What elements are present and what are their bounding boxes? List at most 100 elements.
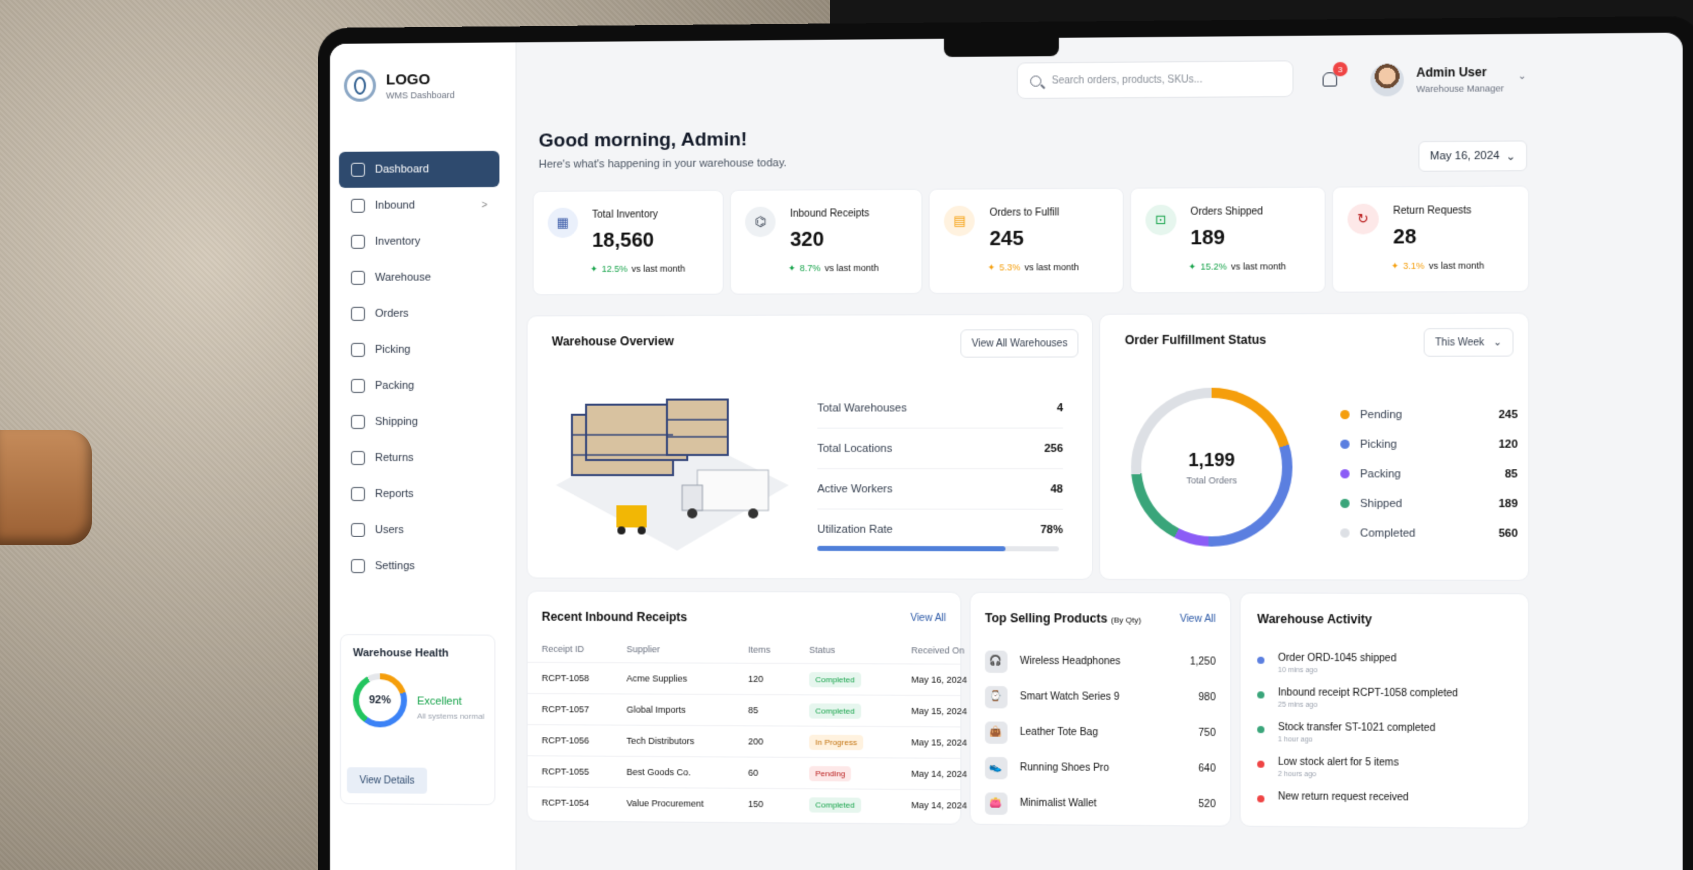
- stat-delta-suffix: vs last month: [1024, 262, 1079, 273]
- stat-label: Total Inventory: [592, 209, 658, 220]
- sidebar-item-inventory[interactable]: Inventory: [339, 223, 499, 260]
- stat-delta-value: 3.1%: [1403, 261, 1424, 272]
- stat-card[interactable]: ▤ Orders to Fulfill 245 ✦ 5.3% vs last month: [929, 188, 1123, 294]
- product-name: Minimalist Wallet: [1020, 798, 1097, 810]
- logo-icon: [344, 70, 376, 102]
- sidebar-item-picking[interactable]: Picking: [339, 332, 499, 368]
- laptop-frame: LOGO WMS Dashboard Dashboard Inbound > Inve…: [318, 16, 1693, 870]
- activity-item: Inbound receipt RCPT-1058 completed 25 mi…: [1257, 687, 1518, 723]
- column-header: Status: [809, 645, 911, 656]
- sidebar-item-warehouse[interactable]: Warehouse: [339, 259, 499, 296]
- box-icon: ▦: [548, 208, 578, 238]
- legend-label: Packing: [1360, 468, 1401, 480]
- table-cell: Best Goods Co.: [626, 767, 748, 778]
- user-name[interactable]: Admin User: [1416, 65, 1486, 80]
- stat-card[interactable]: ↻ Return Requests 28 ✦ 3.1% vs last month: [1332, 186, 1530, 293]
- table-cell: 85: [748, 705, 809, 715]
- sidebar-item-label: Picking: [375, 344, 411, 356]
- activity-dot-icon: [1257, 761, 1264, 768]
- stat-card[interactable]: ▦ Total Inventory 18,560 ✦ 12.5% vs last mont…: [533, 190, 724, 295]
- dashboard-icon: [351, 163, 365, 177]
- table-cell: RCPT-1058: [542, 673, 627, 683]
- period-select[interactable]: This Week ⌄: [1424, 328, 1514, 357]
- activity-text: Low stock alert for 5 items: [1278, 757, 1518, 770]
- view-all-products-link[interactable]: View All: [1180, 614, 1216, 625]
- top-products-list: 🎧 Wireless Headphones 1,250 ⌚ Smart Watch Se…: [971, 643, 1231, 822]
- product-row[interactable]: ⌚ Smart Watch Series 9 980: [971, 679, 1231, 716]
- sidebar-item-packing[interactable]: Packing: [339, 368, 499, 404]
- stat-value: 28: [1393, 226, 1416, 250]
- top-products-title: Top Selling Products (By Qty): [985, 611, 1141, 626]
- activity-dot-icon: [1257, 795, 1264, 802]
- stat-card[interactable]: ⊡ Orders Shipped 189 ✦ 15.2% vs last month: [1130, 187, 1326, 294]
- stat-card[interactable]: ⌬ Inbound Receipts 320 ✦ 8.7% vs last month: [730, 189, 923, 295]
- legend-dot: [1340, 410, 1349, 419]
- utilization-bar-fill: [817, 546, 1005, 551]
- sidebar-item-orders[interactable]: Orders: [339, 295, 499, 332]
- table-row[interactable]: RCPT-1055 Best Goods Co. 60 Pending May 14, …: [528, 755, 961, 789]
- activity-time: 10 mins ago: [1278, 667, 1518, 675]
- warehouse-icon: [351, 271, 365, 285]
- activity-item: Stock transfer ST-1021 completed 1 hour a…: [1257, 722, 1518, 758]
- legend-dot: [1340, 499, 1349, 508]
- product-name: Leather Tote Bag: [1020, 727, 1098, 739]
- period-select-value: This Week: [1435, 337, 1484, 348]
- page-subtitle: Here's what's happening in your warehous…: [539, 157, 787, 171]
- product-row[interactable]: 👟 Running Shoes Pro 640: [971, 750, 1231, 787]
- order-fulfillment-panel: Order Fulfillment Status This Week ⌄ 1,19…: [1099, 313, 1529, 581]
- warehouse-stat-label: Total Warehouses: [817, 402, 906, 414]
- brand-logo[interactable]: LOGO WMS Dashboard: [344, 69, 455, 102]
- product-row[interactable]: 👜 Leather Tote Bag 750: [971, 714, 1231, 751]
- warehouse-activity-panel: Warehouse Activity Order ORD-1045 shippe…: [1240, 592, 1530, 828]
- product-qty: 750: [1198, 728, 1215, 739]
- product-name: Smart Watch Series 9: [1020, 691, 1120, 703]
- clipboard-icon: ▤: [944, 206, 975, 237]
- search-input[interactable]: Search orders, products, SKUs...: [1052, 74, 1203, 86]
- product-qty: 980: [1198, 692, 1215, 703]
- table-row[interactable]: RCPT-1056 Tech Distributors 200 In Progress…: [528, 724, 961, 758]
- warehouse-activity-title: Warehouse Activity: [1257, 612, 1372, 627]
- sidebar-item-reports[interactable]: Reports: [339, 476, 499, 512]
- table-row[interactable]: RCPT-1054 Value Procurement 150 Completed Ma…: [528, 786, 961, 820]
- trend-up-icon: ✦: [987, 262, 995, 273]
- product-row[interactable]: 🎧 Wireless Headphones 1,250: [971, 643, 1231, 680]
- legend-value: 85: [1505, 468, 1518, 480]
- search-bar[interactable]: Search orders, products, SKUs...: [1017, 60, 1294, 99]
- warehouse-overview-title: Warehouse Overview: [552, 334, 674, 348]
- sidebar-item-settings[interactable]: Settings: [339, 548, 499, 584]
- view-all-receipts-link[interactable]: View All: [910, 613, 946, 624]
- chevron-down-icon[interactable]: ⌄: [1518, 71, 1527, 82]
- activity-dot-icon: [1257, 657, 1264, 664]
- stat-delta-value: 12.5%: [602, 264, 628, 275]
- avatar[interactable]: [1370, 64, 1403, 97]
- warehouse-stat-row: Total Warehouses 4: [817, 388, 1063, 429]
- activity-item: Order ORD-1045 shipped 10 mins ago: [1257, 653, 1518, 689]
- sidebar-item-dashboard[interactable]: Dashboard: [339, 151, 499, 188]
- notification-badge: 3: [1333, 62, 1348, 76]
- sidebar-item-inbound[interactable]: Inbound >: [339, 187, 499, 224]
- legend-dot: [1340, 469, 1349, 478]
- table-row[interactable]: RCPT-1057 Global Imports 85 Completed May 15…: [528, 693, 961, 726]
- column-header: Supplier: [626, 644, 748, 655]
- date-picker[interactable]: May 16, 2024 ⌄: [1418, 140, 1527, 171]
- product-row[interactable]: 👛 Minimalist Wallet 520: [971, 785, 1231, 822]
- view-details-button[interactable]: View Details: [347, 767, 427, 794]
- sidebar-item-users[interactable]: Users: [339, 512, 499, 548]
- return-icon: ↻: [1347, 204, 1378, 235]
- sidebar-item-label: Users: [375, 524, 404, 536]
- truck-icon: ⊡: [1145, 205, 1176, 236]
- table-row[interactable]: RCPT-1058 Acme Supplies 120 Completed May 16…: [528, 662, 961, 695]
- sidebar-item-returns[interactable]: Returns: [339, 440, 499, 476]
- user-role: Warehouse Manager: [1416, 83, 1503, 94]
- activity-text: Stock transfer ST-1021 completed: [1278, 722, 1518, 735]
- top-products-panel: Top Selling Products (By Qty) View All 🎧…: [970, 592, 1232, 827]
- health-percent: 92%: [353, 673, 407, 727]
- sidebar-item-label: Packing: [375, 380, 414, 392]
- view-all-warehouses-button[interactable]: View All Warehouses: [960, 329, 1079, 358]
- recent-receipts-panel: Recent Inbound Receipts View All Receipt…: [527, 591, 962, 825]
- sidebar-item-shipping[interactable]: Shipping: [339, 404, 499, 440]
- trend-up-icon: ✦: [1391, 261, 1399, 272]
- legend-item: Packing 85: [1340, 459, 1517, 489]
- legend-dot: [1340, 528, 1349, 537]
- stat-delta: ✦ 12.5% vs last month: [590, 264, 685, 275]
